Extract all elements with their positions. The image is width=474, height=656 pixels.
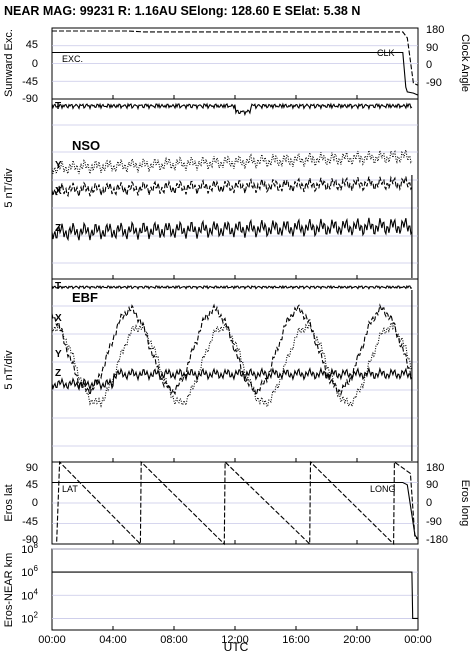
panel-eros-lat-long: 90 45 0 -45 -90 180 90 0 -90 -180 LAT LO… xyxy=(3,460,471,546)
tick-label: -90 xyxy=(22,534,38,546)
tick-label: 45 xyxy=(26,479,38,491)
figure-title: NEAR MAG: 99231 R: 1.16AU SElong: 128.60… xyxy=(4,4,360,18)
tick-label: 0 xyxy=(32,58,38,70)
tick-label: 104 xyxy=(21,587,38,602)
series-clk-line xyxy=(52,30,419,86)
trace-z xyxy=(51,217,413,242)
x-axis: 00:00 04:00 08:00 12:00 16:00 20:00 00:00 UTC xyxy=(38,95,432,654)
panel-frame xyxy=(51,548,419,631)
tick-label: 0 xyxy=(32,497,38,509)
tick-label: 180 xyxy=(426,462,444,474)
tick-label: -180 xyxy=(426,534,448,546)
x-tick-labels: 00:00 04:00 08:00 12:00 16:00 20:00 00:00 xyxy=(38,95,432,646)
tick-label: 102 xyxy=(21,610,38,625)
tick-label: 45 xyxy=(26,39,38,51)
right-tick-labels: 180 90 0 -90 xyxy=(426,24,444,89)
tick-label: 106 xyxy=(21,564,38,579)
tick-label: 180 xyxy=(426,24,444,36)
series-long-line xyxy=(52,460,419,546)
x-tick-label: 16:00 xyxy=(282,634,310,646)
frame-label: EBF xyxy=(72,290,98,305)
panel-sunward-clock: 45 0 -45 -90 180 90 0 -90 EXC. CLK Sunwa… xyxy=(3,24,471,105)
x-tick-label: 20:00 xyxy=(343,634,371,646)
tick-label: 108 xyxy=(21,541,38,556)
gridlines xyxy=(52,45,418,82)
data-traces xyxy=(51,102,413,278)
trace-label-x: X xyxy=(55,186,62,197)
x-tick-label: 08:00 xyxy=(160,634,188,646)
gridlines xyxy=(52,482,418,524)
tick-label: 0 xyxy=(426,59,432,71)
tick-label: -45 xyxy=(22,76,38,88)
left-tick-labels: 45 0 -45 -90 xyxy=(22,39,38,105)
data-traces xyxy=(52,460,419,546)
series-lat-line xyxy=(52,481,419,540)
tick-label: -90 xyxy=(22,93,38,105)
tick-label: 0 xyxy=(426,497,432,509)
trace-y xyxy=(51,321,413,409)
frame-label: NSO xyxy=(72,138,100,153)
trace-label-t: T xyxy=(55,281,61,292)
series-label-exc: EXC. xyxy=(62,54,83,64)
trace-t xyxy=(51,284,413,290)
data-traces xyxy=(51,284,413,461)
tick-label: -90 xyxy=(426,516,442,528)
trace-x xyxy=(51,175,413,198)
tick-label: 90 xyxy=(426,479,438,491)
y-axis-label: Eros lat xyxy=(3,484,15,521)
trace-label-z: Z xyxy=(55,368,61,379)
y-axis-label: Eros-NEAR km xyxy=(3,553,15,628)
gridlines xyxy=(52,124,418,264)
series-label-clk: CLK xyxy=(377,48,395,58)
panel-ebf: EBF T X Y Z 5 nT/div xyxy=(3,278,419,463)
x-tick-label: 04:00 xyxy=(99,634,127,646)
panel-frame xyxy=(51,278,419,463)
series-label-lat: LAT xyxy=(62,484,78,494)
trace-y xyxy=(51,149,413,176)
x-axis-label: UTC xyxy=(224,640,249,654)
y-axis-label: Sunward Exc. xyxy=(3,29,15,97)
trace-label-x: X xyxy=(55,313,62,324)
panel-nso: NSO T Y X Z 5 nT/div xyxy=(3,98,419,280)
right-tick-labels: 180 90 0 -90 -180 xyxy=(426,462,448,546)
gridlines xyxy=(52,548,418,619)
y-axis-label: 5 nT/div xyxy=(3,350,15,390)
trace-label-y: Y xyxy=(55,349,62,360)
y-axis-label: 5 nT/div xyxy=(3,168,15,208)
trace-label-y: Y xyxy=(55,160,62,171)
trace-label-t: T xyxy=(55,101,61,112)
series-label-long: LONG xyxy=(370,484,396,494)
data-traces xyxy=(52,571,418,619)
trace-z xyxy=(51,366,413,392)
left-tick-labels: 108 106 104 102 xyxy=(21,541,38,625)
y-axis-label-right: Eros long xyxy=(459,480,471,526)
trace-t xyxy=(51,102,413,117)
x-tick-label: 12:00 xyxy=(221,634,249,646)
series-exc-line xyxy=(52,51,419,96)
tick-label: -45 xyxy=(22,516,38,528)
tick-label: -90 xyxy=(426,77,442,89)
x-tick-label: 00:00 xyxy=(404,634,432,646)
tick-label: 90 xyxy=(26,462,38,474)
left-tick-labels: 90 45 0 -45 -90 xyxy=(22,462,38,546)
trace-label-z: Z xyxy=(55,223,61,234)
gridlines xyxy=(52,305,418,447)
data-traces xyxy=(52,30,419,96)
x-tick-label: 00:00 xyxy=(38,634,66,646)
panel-eros-near-distance: 108 106 104 102 Eros-NEAR km xyxy=(3,541,419,631)
tick-label: 90 xyxy=(426,42,438,54)
y-axis-label-right: Clock Angle xyxy=(459,34,471,92)
series-distance-line xyxy=(52,571,418,619)
